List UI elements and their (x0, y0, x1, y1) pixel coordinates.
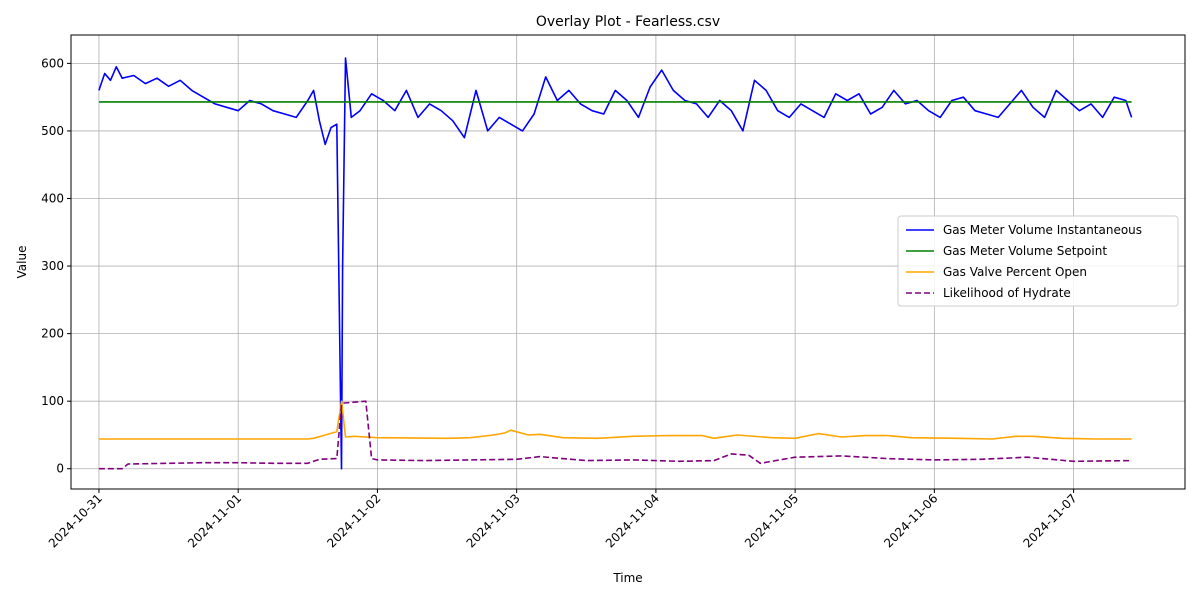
x-tick-label: 2024-11-07 (1021, 491, 1080, 550)
x-tick-label: 2024-11-01 (185, 491, 244, 550)
x-tick-label: 2024-11-03 (464, 491, 523, 550)
y-tick-label: 200 (41, 327, 64, 341)
series-line-4 (98, 400, 1132, 470)
x-tick-label: 2024-11-05 (742, 491, 801, 550)
y-tick-label: 600 (41, 56, 64, 70)
y-tick-label: 0 (56, 462, 64, 476)
series-line-1 (98, 57, 1133, 470)
legend-label-3: Gas Valve Percent Open (943, 265, 1087, 279)
x-tick-label: 2024-11-04 (603, 491, 662, 550)
y-tick-label: 300 (41, 259, 64, 273)
x-tick-label: 2024-10-31 (46, 491, 105, 550)
legend-label-4: Likelihood of Hydrate (943, 286, 1071, 300)
series-line-3 (98, 400, 1132, 440)
chart-title: Overlay Plot - Fearless.csv (536, 14, 720, 30)
y-tick-label: 400 (41, 191, 64, 205)
x-tick-label: 2024-11-06 (881, 491, 940, 550)
plot-frame (70, 34, 1186, 490)
legend-label-2: Gas Meter Volume Setpoint (943, 244, 1107, 258)
x-axis-label: Time (612, 571, 642, 585)
y-tick-label: 100 (41, 394, 64, 408)
legend-box (897, 215, 1179, 307)
y-tick-label: 500 (41, 124, 64, 138)
x-tick-label: 2024-11-02 (324, 491, 383, 550)
y-axis-label: Value (15, 246, 29, 279)
legend-label-1: Gas Meter Volume Instantaneous (943, 223, 1142, 237)
